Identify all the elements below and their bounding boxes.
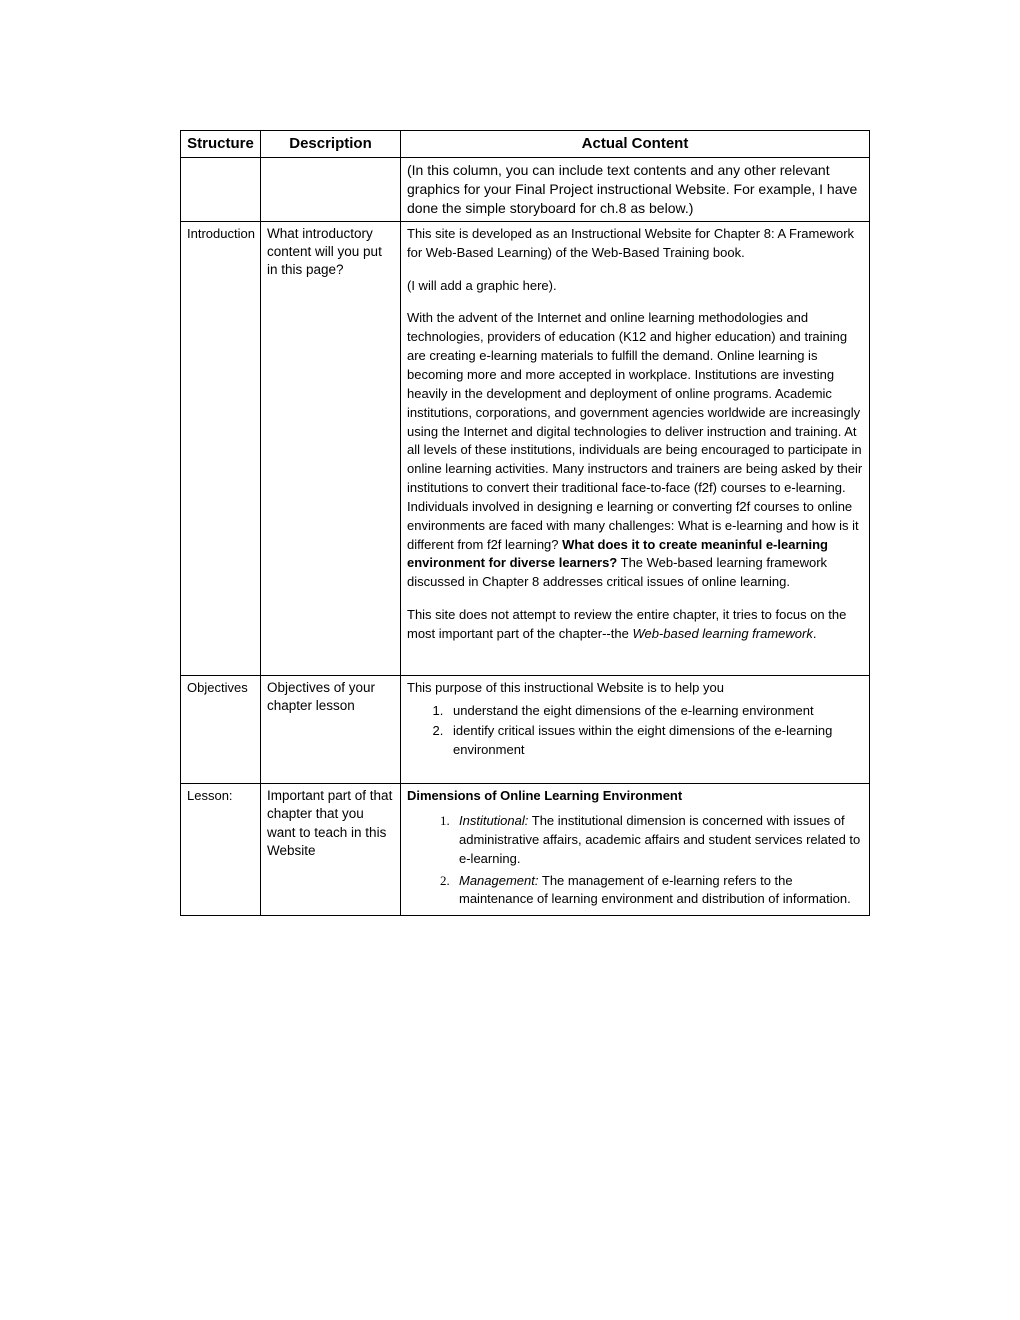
description-introduction: What introductory content will you put i… xyxy=(261,221,401,675)
content-objectives: This purpose of this instructional Websi… xyxy=(401,675,870,783)
structure-introduction: Introduction xyxy=(181,221,261,675)
document-page: Structure Description Actual Content (In… xyxy=(0,0,1020,976)
description-objectives: Objectives of your chapter lesson xyxy=(261,675,401,783)
structure-objectives: Objectives xyxy=(181,675,261,783)
storyboard-table: Structure Description Actual Content (In… xyxy=(180,130,870,916)
table-row: Introduction What introductory content w… xyxy=(181,221,870,675)
empty-cell xyxy=(261,158,401,222)
header-actual-content: Actual Content xyxy=(401,131,870,158)
header-description: Description xyxy=(261,131,401,158)
objective-item: identify critical issues within the eigh… xyxy=(447,722,863,760)
empty-cell xyxy=(181,158,261,222)
intro-p3: With the advent of the Internet and onli… xyxy=(407,309,863,592)
content-lesson: Dimensions of Online Learning Environmen… xyxy=(401,784,870,916)
objectives-intro: This purpose of this instructional Websi… xyxy=(407,679,863,698)
description-lesson: Important part of that chapter that you … xyxy=(261,784,401,916)
header-note-row: (In this column, you can include text co… xyxy=(181,158,870,222)
lesson-list: Institutional: The institutional dimensi… xyxy=(407,812,863,909)
header-note: (In this column, you can include text co… xyxy=(401,158,870,222)
intro-p1: This site is developed as an Instruction… xyxy=(407,225,863,263)
lesson-item: Management: The management of e-learning… xyxy=(453,872,863,910)
header-structure: Structure xyxy=(181,131,261,158)
table-row: Objectives Objectives of your chapter le… xyxy=(181,675,870,783)
lesson-title: Dimensions of Online Learning Environmen… xyxy=(407,787,863,806)
objective-item: understand the eight dimensions of the e… xyxy=(447,702,863,721)
intro-p2: (I will add a graphic here). xyxy=(407,277,863,296)
objectives-list: understand the eight dimensions of the e… xyxy=(407,702,863,761)
header-row: Structure Description Actual Content xyxy=(181,131,870,158)
structure-lesson: Lesson: xyxy=(181,784,261,916)
lesson-item: Institutional: The institutional dimensi… xyxy=(453,812,863,869)
table-row: Lesson: Important part of that chapter t… xyxy=(181,784,870,916)
intro-p4: This site does not attempt to review the… xyxy=(407,606,863,644)
content-introduction: This site is developed as an Instruction… xyxy=(401,221,870,675)
